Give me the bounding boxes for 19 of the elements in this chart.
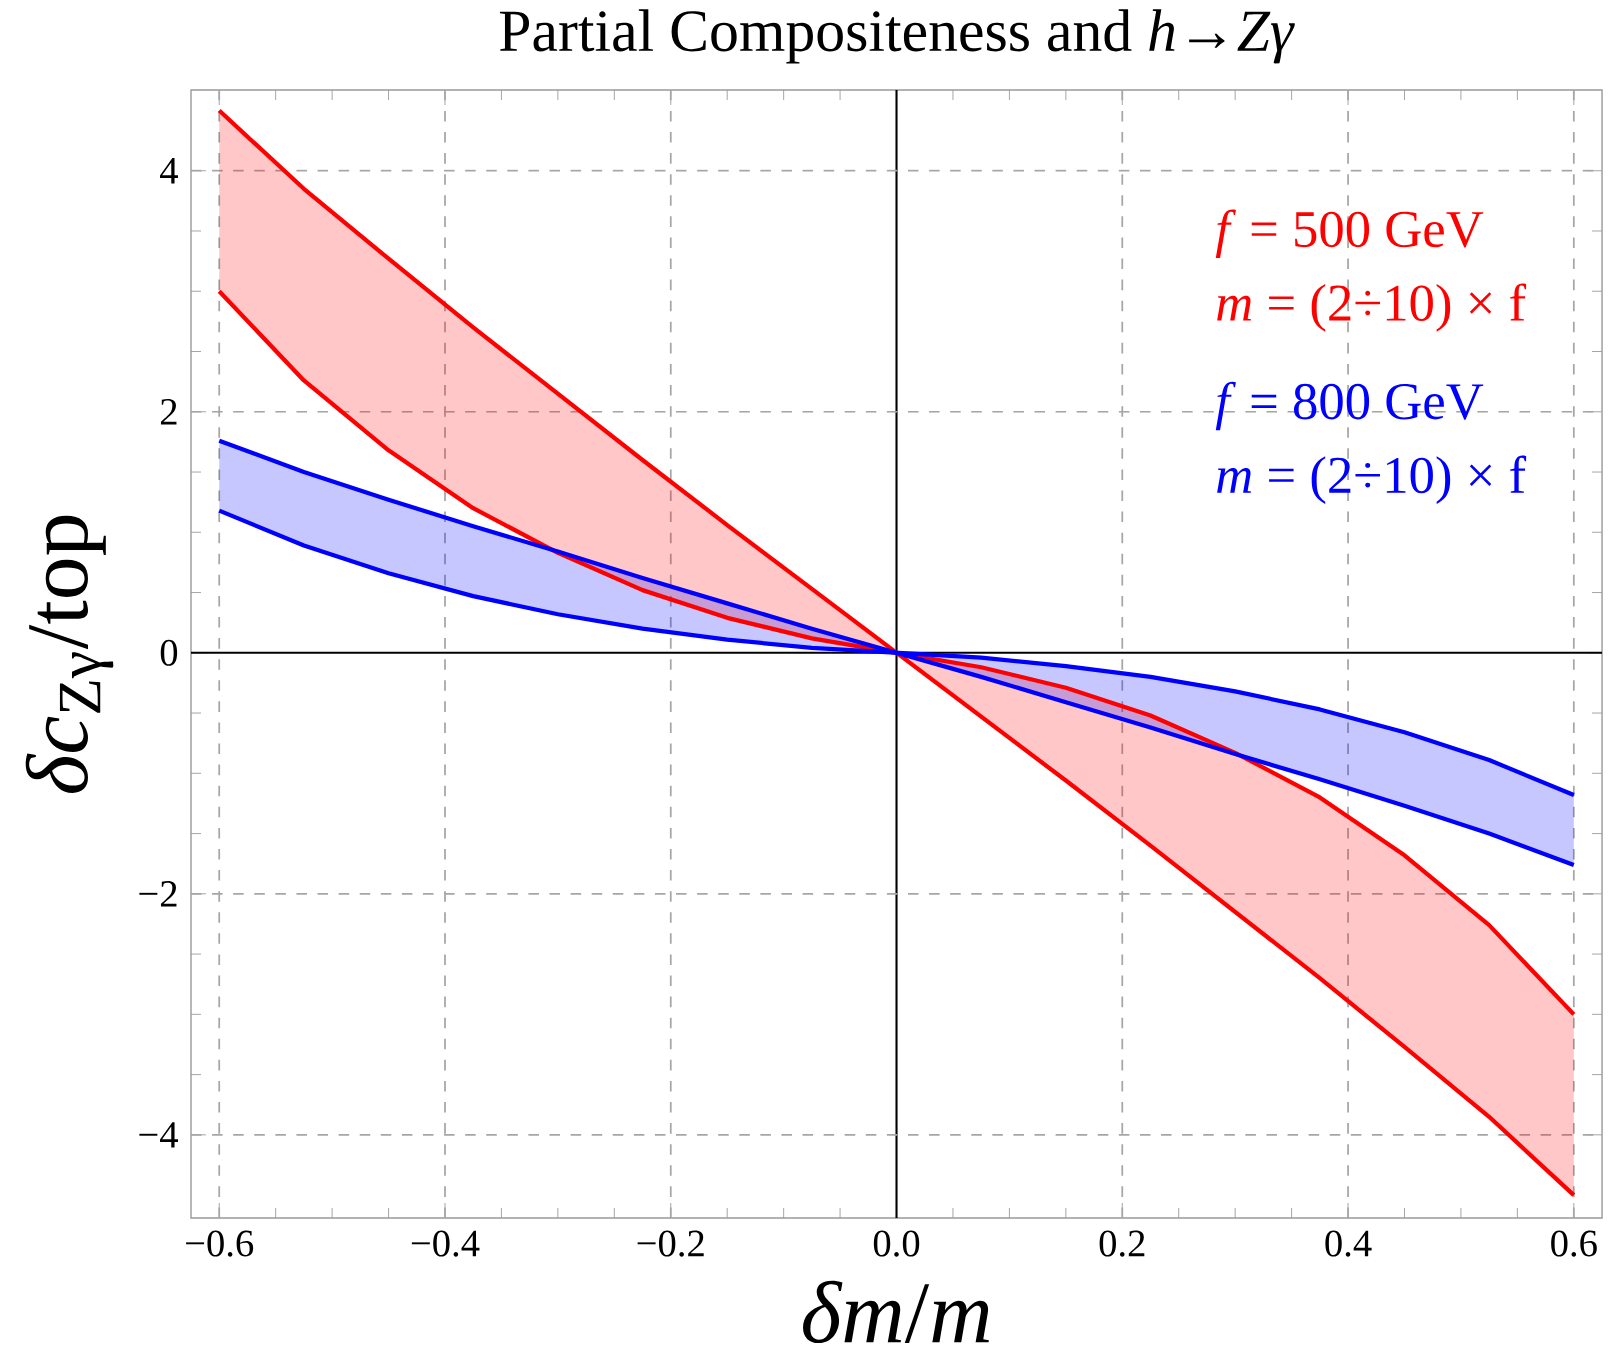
y-tick-label: −4 xyxy=(139,1122,178,1148)
y-tick-label: 2 xyxy=(160,398,177,425)
text: f = 500 GeV xyxy=(1215,209,1484,258)
x-tick-label: 0.2 xyxy=(1099,1230,1145,1257)
annotation: m = (2÷10) × f xyxy=(1217,455,1527,504)
text: f = 800 GeV xyxy=(1215,381,1484,431)
x-axis-title: δm/m xyxy=(803,1280,989,1344)
x-tick-label: −0.6 xyxy=(186,1230,254,1257)
y-tick-label: 0 xyxy=(160,639,178,666)
y-tick-label: −2 xyxy=(139,881,177,907)
x-tick-label: 0.4 xyxy=(1325,1230,1372,1257)
chart-title: Partial Compositeness and h→Zγ xyxy=(499,9,1295,64)
y-axis-title: δc$_{Zγ}$/top xyxy=(25,515,114,793)
x-tick-label: 0.6 xyxy=(1551,1230,1597,1257)
x-tick-label: −0.2 xyxy=(637,1230,704,1257)
x-tick-label: 0.0 xyxy=(873,1230,920,1257)
y-tick-label: 4 xyxy=(160,158,178,184)
x-tick-label: −0.4 xyxy=(411,1230,480,1257)
annotation: m = (2÷10) × f xyxy=(1217,283,1527,332)
